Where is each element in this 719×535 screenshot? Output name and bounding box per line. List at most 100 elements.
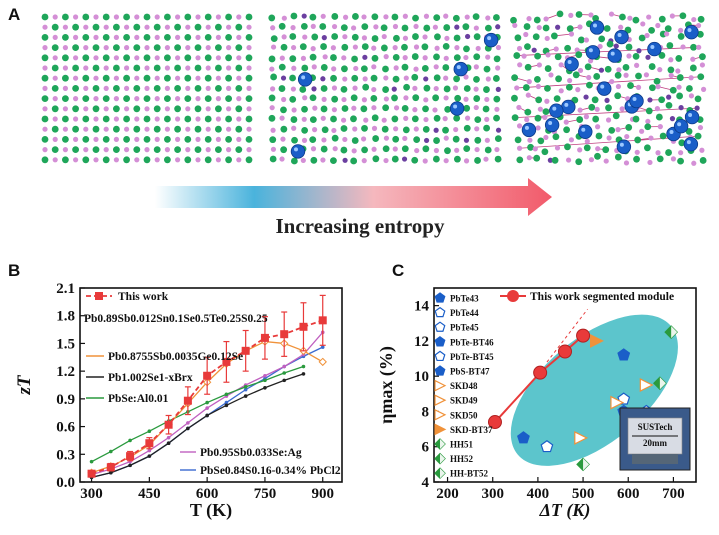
lattice-atom-green [510, 16, 517, 24]
lattice-atom-pink [463, 158, 470, 164]
lattice-atom-pink [236, 157, 242, 163]
lattice-atom-pink [475, 45, 481, 52]
lattice-atom-green [382, 86, 390, 93]
lattice-atom-green [320, 145, 328, 153]
lattice-atom-green [484, 24, 492, 32]
lattice-atom-green [371, 35, 379, 42]
lattice-atom-green [592, 115, 600, 123]
lattice-atom-green [697, 15, 705, 23]
lattice-atom-pink [154, 34, 160, 41]
lattice-atom-pink [678, 27, 684, 33]
lattice-atom-pink [619, 106, 625, 112]
lattice-atom-pink [311, 64, 317, 70]
lattice-atom-green [215, 44, 222, 51]
lattice-atom-green [82, 54, 90, 62]
lattice-atom-green [533, 16, 541, 24]
lattice-atom-green [280, 106, 287, 114]
lattice-atom-pink [93, 55, 99, 61]
lattice-atom-green [563, 126, 571, 134]
lattice-atom-green [614, 71, 622, 79]
lattice-atom-green [527, 143, 534, 151]
lattice-atom-green [537, 137, 545, 145]
lattice-atom-highlight [687, 28, 692, 33]
zt-x-tick-label: 600 [196, 486, 219, 502]
lattice-atom-green [648, 26, 655, 34]
lattice-atom-green [235, 64, 243, 72]
lattice-atom-green [564, 44, 572, 52]
lattice-atom-pink [205, 147, 211, 153]
zt-point [243, 385, 248, 389]
eta-point-triangle [610, 395, 625, 410]
lattice-atom-pink [124, 106, 130, 112]
lattice-atom-highlight [677, 122, 682, 127]
lattice-atom-pink [605, 117, 612, 123]
lattice-atom-green [320, 43, 327, 50]
lattice-atom-green [575, 11, 583, 18]
lattice-atom-pink [290, 44, 297, 51]
eta-y-tick-label: 14 [414, 299, 430, 315]
lattice-atom-pink [62, 106, 68, 112]
lattice-atom-pink [624, 133, 630, 140]
lattice-atom-green [204, 54, 212, 62]
lattice-atom-highlight [650, 45, 655, 50]
lattice-atom-pink [134, 136, 140, 142]
lattice-atom-pink [154, 55, 160, 61]
lattice-atom-pink [281, 96, 287, 103]
lattice-atom-pink [464, 14, 470, 20]
lattice-atom-green [632, 115, 640, 123]
lattice-atom-pink [113, 75, 119, 81]
lattice-atom-pink [526, 16, 532, 22]
lattice-atom-pink [383, 96, 389, 102]
lattice-atom-pink [320, 76, 326, 82]
lattice-atom-highlight [524, 125, 529, 130]
lattice-atom-green [235, 23, 243, 31]
lattice-atom-pink [512, 22, 518, 29]
lattice-atom-green [62, 34, 69, 41]
lattice-atom-green [194, 23, 202, 31]
lattice-atom-pink [474, 146, 480, 153]
zt-x-axis-label: T (K) [190, 500, 232, 521]
lattice-atom-pink [144, 106, 150, 112]
eta-point-pentagon [434, 306, 446, 318]
lattice-atom-green [492, 75, 500, 82]
lattice-atom-green [309, 53, 317, 61]
lattice-atom-green [350, 94, 358, 102]
lattice-medium-entropy [268, 12, 502, 165]
lattice-atom-green [534, 52, 542, 60]
eta-y-tick-label: 6 [422, 440, 430, 456]
zt-legend-label: PbSe:Al0.01 [108, 393, 169, 405]
lattice-atom-green [463, 104, 471, 112]
lattice-atom-pink [615, 83, 622, 90]
lattice-atom-pink [302, 34, 308, 40]
lattice-atom-pink [352, 126, 358, 132]
lattice-atom-green [153, 64, 161, 72]
lattice-atom-green [534, 114, 542, 122]
eta-legend-label: PbTe43 [450, 294, 479, 304]
lattice-atom-green [113, 146, 120, 154]
lattice-atom-green [269, 155, 277, 163]
lattice-atom-green [330, 157, 337, 165]
lattice-atom-pink [473, 104, 479, 111]
lattice-atom-green [300, 22, 308, 30]
lattice-atom-pink [361, 158, 367, 164]
lattice-atom-blue [683, 136, 699, 152]
lattice-atom-pink [330, 45, 336, 51]
lattice-atom-highlight [617, 33, 622, 38]
lattice-atom-pink [583, 94, 589, 100]
lattice-atom-pink [555, 24, 561, 30]
lattice-atom-pink [675, 68, 681, 74]
lattice-atom-pink [291, 125, 297, 131]
lattice-atom-green [645, 107, 653, 115]
lattice-atom-pink [246, 106, 252, 112]
lattice-atom-green [268, 55, 276, 63]
lattice-atom-green [482, 105, 490, 113]
lattice-atom-pink [185, 85, 191, 91]
lattice-atom-green [522, 84, 530, 91]
lattice-atom-pink [62, 45, 68, 51]
lattice-atom-blue [589, 20, 605, 35]
lattice-atom-pink [205, 126, 211, 132]
eta-point-pentagon [540, 439, 554, 453]
lattice-atom-green [524, 108, 532, 116]
lattice-atom-green [133, 23, 141, 31]
lattice-atom-pink [586, 74, 592, 81]
